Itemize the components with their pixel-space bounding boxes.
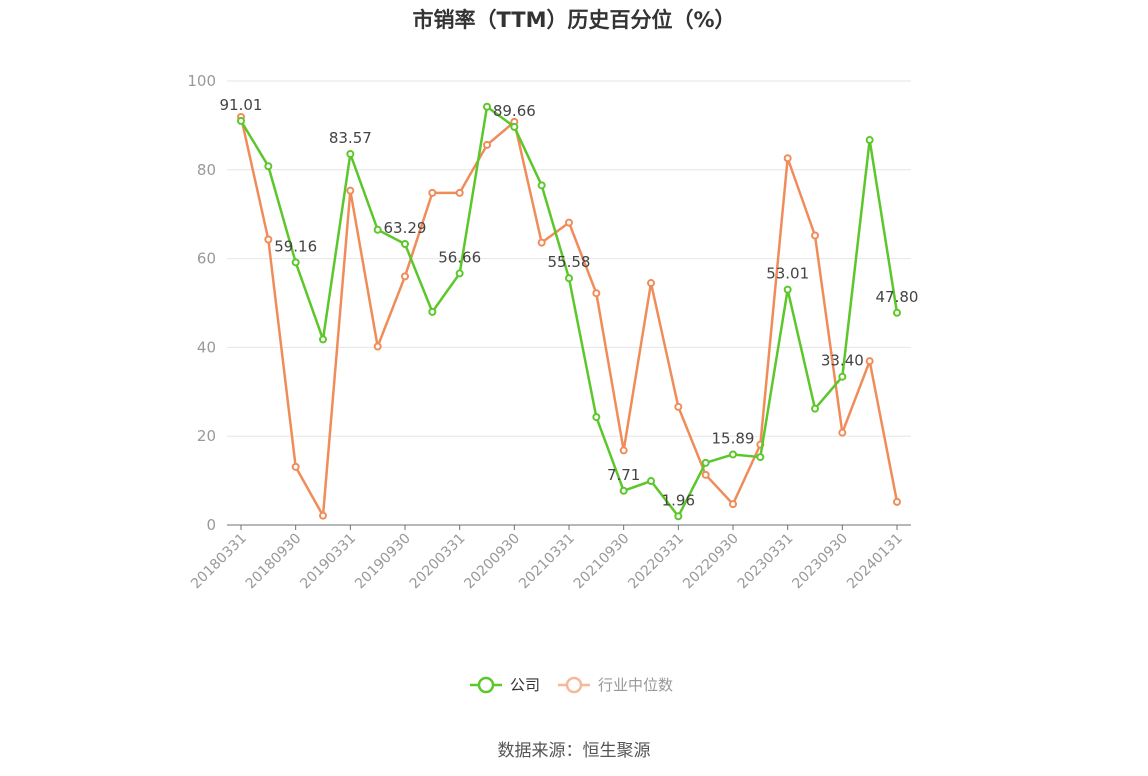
x-tick-label: 20180930 [243, 531, 305, 593]
y-tick-label: 60 [197, 250, 216, 268]
legend-marker [477, 676, 495, 694]
data-point [701, 458, 710, 467]
data-source: 数据来源：恒生聚源 [497, 741, 651, 761]
data-label: 63.29 [384, 219, 427, 237]
data-point [701, 470, 710, 479]
data-point [428, 307, 437, 316]
data-point [893, 497, 901, 506]
x-tick-label: 20230930 [789, 531, 851, 593]
data-label: 83.57 [329, 129, 372, 147]
data-point [565, 274, 573, 283]
x-tick-label: 20230331 [735, 531, 797, 593]
y-tick-label: 40 [197, 338, 216, 356]
data-label: 47.80 [876, 288, 919, 306]
x-tick-label: 20220331 [625, 531, 687, 593]
data-point [291, 258, 300, 267]
data-point [346, 186, 355, 195]
data-point [592, 413, 601, 422]
data-point [237, 116, 245, 125]
data-label: 89.66 [493, 102, 536, 120]
data-point [319, 511, 327, 520]
data-point [865, 357, 874, 366]
data-point [401, 239, 409, 248]
series-group [237, 102, 901, 521]
data-label: 15.89 [712, 429, 755, 447]
data-point [811, 231, 819, 240]
grid-lines [227, 80, 911, 437]
x-tick-label: 20240131 [844, 531, 906, 593]
data-point [647, 279, 655, 288]
data-point [319, 335, 327, 344]
series-line-industry-median [239, 116, 899, 517]
x-tick-label: 20210331 [516, 531, 578, 593]
data-point [264, 235, 273, 244]
legend-label: 行业中位数 [598, 676, 673, 694]
x-tick-label: 20210930 [571, 531, 633, 593]
data-label: 53.01 [766, 265, 809, 283]
data-point [674, 512, 683, 521]
data-point [729, 500, 737, 509]
data-point [811, 404, 819, 413]
y-tick-label: 100 [187, 72, 216, 90]
data-point [592, 289, 601, 298]
data-point [291, 462, 300, 471]
data-point [729, 450, 737, 459]
data-point [619, 486, 628, 495]
legend: 公司 行业中位数 [470, 676, 673, 694]
data-label: 1.96 [662, 491, 695, 509]
x-tick-label: 20190930 [352, 531, 414, 593]
data-label: 91.01 [220, 96, 263, 114]
x-tick-label: 20220930 [680, 531, 742, 593]
data-point [401, 272, 409, 281]
data-point [264, 162, 273, 171]
data-point [537, 238, 546, 247]
chart-title: 市销率（TTM）历史百分位（%） [412, 8, 736, 32]
data-label: 59.16 [274, 237, 317, 255]
data-point [893, 308, 901, 317]
data-label: 33.40 [821, 352, 864, 370]
data-point [455, 188, 464, 197]
data-point [756, 453, 765, 462]
data-point [483, 140, 491, 149]
data-point [647, 477, 655, 486]
data-point [865, 136, 874, 145]
data-point [783, 285, 792, 294]
data-point [483, 102, 491, 111]
data-point [373, 225, 382, 234]
y-tick-label: 0 [206, 516, 216, 534]
data-point [346, 149, 355, 158]
data-point [783, 154, 792, 163]
x-tick-label: 20190331 [297, 531, 359, 593]
x-tick-label: 20180331 [188, 531, 250, 593]
data-point [838, 428, 847, 437]
legend-label: 公司 [510, 676, 540, 694]
data-label: 56.66 [438, 248, 481, 266]
data-point [619, 446, 628, 455]
data-labels: 91.01 59.16 83.57 63.29 56.66 89.66 55.58 7.71 1… [220, 96, 919, 509]
data-point [838, 372, 847, 381]
legend-marker [565, 676, 583, 694]
y-tick-label: 80 [197, 161, 216, 179]
data-point [565, 218, 573, 227]
data-point [510, 122, 519, 131]
y-axis: 0 20 40 60 80 100 [187, 72, 216, 534]
x-tick-label: 20200331 [407, 531, 469, 593]
data-label: 7.71 [607, 466, 640, 484]
data-label: 55.58 [548, 253, 591, 271]
data-point [373, 342, 382, 351]
x-tick-label: 20200930 [461, 531, 523, 593]
y-tick-label: 20 [197, 427, 216, 445]
data-point [674, 402, 683, 411]
data-point [455, 269, 464, 278]
data-point [537, 181, 546, 190]
x-axis: 2018033120180930201903312019093020200331… [188, 524, 911, 593]
data-point [428, 188, 437, 197]
